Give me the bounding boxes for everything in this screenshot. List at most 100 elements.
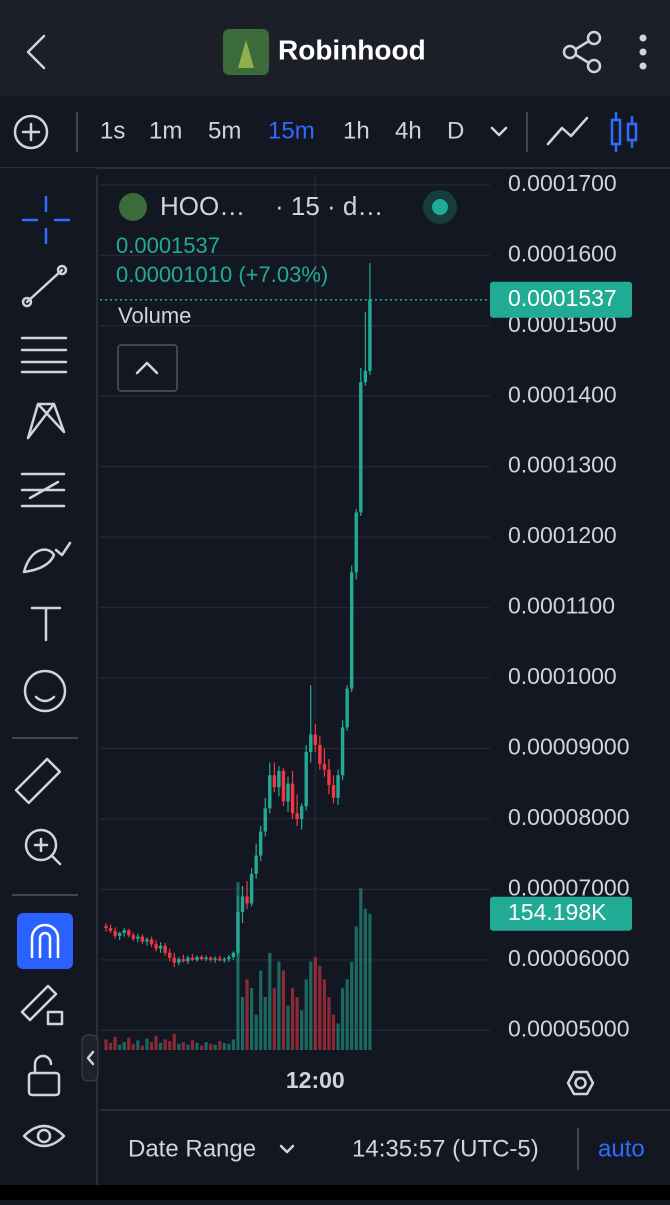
y-tick-label: 0.0001700 <box>508 170 617 196</box>
auto-scale-button[interactable]: auto <box>598 1135 645 1162</box>
volume-bar <box>127 1037 131 1050</box>
candle-body <box>158 945 163 949</box>
candle-body <box>318 744 322 764</box>
y-tick-label: 0.0001400 <box>508 381 617 407</box>
header-bar <box>0 0 670 96</box>
volume-bar <box>163 1039 167 1050</box>
volume-tag <box>490 896 632 931</box>
volume-bar <box>222 1042 226 1050</box>
projection-tool[interactable] <box>20 472 66 508</box>
candle-body <box>149 939 154 945</box>
volume-bar <box>108 1042 113 1050</box>
collapse-legend[interactable] <box>117 344 178 392</box>
candle-body <box>140 936 145 942</box>
clock: 14:35:57 (UTC-5) <box>352 1135 539 1162</box>
volume-bar <box>199 1045 204 1050</box>
sidebar-toggle[interactable] <box>81 1034 99 1082</box>
volume-bar <box>113 1036 117 1050</box>
volume-bar <box>136 1040 140 1050</box>
interval[interactable]: 1m <box>149 117 182 144</box>
interval[interactable]: 5m <box>208 117 241 144</box>
last-price: 0.0001537 <box>116 233 220 258</box>
line-tool[interactable] <box>25 268 64 304</box>
interval-active[interactable]: 15m <box>268 117 315 144</box>
volume-bar <box>145 1038 149 1050</box>
add-indicator[interactable] <box>13 114 49 150</box>
y-tick-label: 0.0001300 <box>508 452 617 478</box>
ruler-tool[interactable] <box>14 757 62 805</box>
text-tool[interactable] <box>30 606 62 642</box>
y-tick-label: 0.00008000 <box>508 804 630 830</box>
menu-button[interactable] <box>639 34 647 70</box>
share-button[interactable] <box>562 30 602 74</box>
candle-body <box>354 512 358 573</box>
interval[interactable]: D <box>447 117 464 144</box>
interval[interactable]: 1h <box>343 117 370 144</box>
candle-body <box>236 911 240 953</box>
candle-body <box>313 734 317 745</box>
candle-body <box>268 775 272 809</box>
candle-body <box>208 957 213 960</box>
unlock-tool[interactable] <box>27 1071 61 1097</box>
emoji-tool[interactable] <box>23 669 67 713</box>
axis-settings[interactable] <box>566 1070 595 1096</box>
volume-bar <box>186 1044 190 1050</box>
magnet-tool[interactable] <box>17 913 73 969</box>
candle-body <box>195 957 199 960</box>
brush-tool[interactable] <box>22 541 72 574</box>
volume-bar <box>259 970 263 1050</box>
interval[interactable]: 4h <box>395 117 422 144</box>
volume-title: Volume <box>118 303 191 328</box>
x-tick-label: 12:00 <box>286 1067 345 1093</box>
volume-bar <box>231 1039 235 1050</box>
crosshair-tool[interactable] <box>21 195 71 245</box>
candle-body <box>331 785 336 798</box>
candle-body <box>136 936 140 939</box>
last-price-tag <box>490 281 632 318</box>
visibility-tool[interactable] <box>22 1124 66 1148</box>
y-tick-label: 0.0001600 <box>508 240 617 266</box>
candle-body <box>227 957 231 960</box>
candle-body <box>218 958 222 961</box>
volume-bar <box>290 988 295 1050</box>
zoom-tool[interactable] <box>24 828 58 862</box>
interval[interactable]: 1s <box>100 117 125 144</box>
volume-bar <box>149 1042 154 1050</box>
lock-drawing-tool[interactable] <box>20 984 58 1022</box>
more-intervals[interactable] <box>490 126 508 137</box>
candle-body <box>359 382 363 513</box>
candle-body <box>213 958 217 960</box>
volume-bar <box>281 970 286 1050</box>
candle-body <box>122 930 126 934</box>
volume-bar <box>181 1042 185 1050</box>
candle-body <box>113 930 117 936</box>
candle-body <box>163 945 167 953</box>
candle-body <box>104 926 108 929</box>
candle-body <box>145 939 149 942</box>
volume-bar <box>313 957 317 1050</box>
volume-bar <box>277 961 281 1050</box>
candle-chart-button[interactable] <box>610 112 638 152</box>
candle-body <box>222 959 226 961</box>
volume-bar <box>190 1040 195 1050</box>
candle-body <box>336 775 340 798</box>
date-range-button[interactable]: Date Range <box>128 1135 256 1162</box>
candle-body <box>263 808 267 832</box>
volume-bar <box>177 1043 181 1050</box>
candle-body <box>299 806 304 819</box>
y-tick-label: 0.00005000 <box>508 1015 630 1041</box>
fib-tool[interactable] <box>20 336 68 374</box>
pattern-tool[interactable] <box>26 402 66 440</box>
volume-bar <box>250 988 254 1050</box>
candle-body <box>186 957 190 962</box>
back-button[interactable] <box>26 34 46 70</box>
volume-bar <box>295 997 299 1050</box>
volume-bar <box>245 979 249 1050</box>
candle-body <box>245 896 249 904</box>
candle-body <box>204 957 208 960</box>
line-chart-button[interactable] <box>546 116 589 146</box>
volume-bar <box>195 1042 199 1050</box>
candle-body <box>350 572 354 689</box>
candle-body <box>181 959 186 962</box>
